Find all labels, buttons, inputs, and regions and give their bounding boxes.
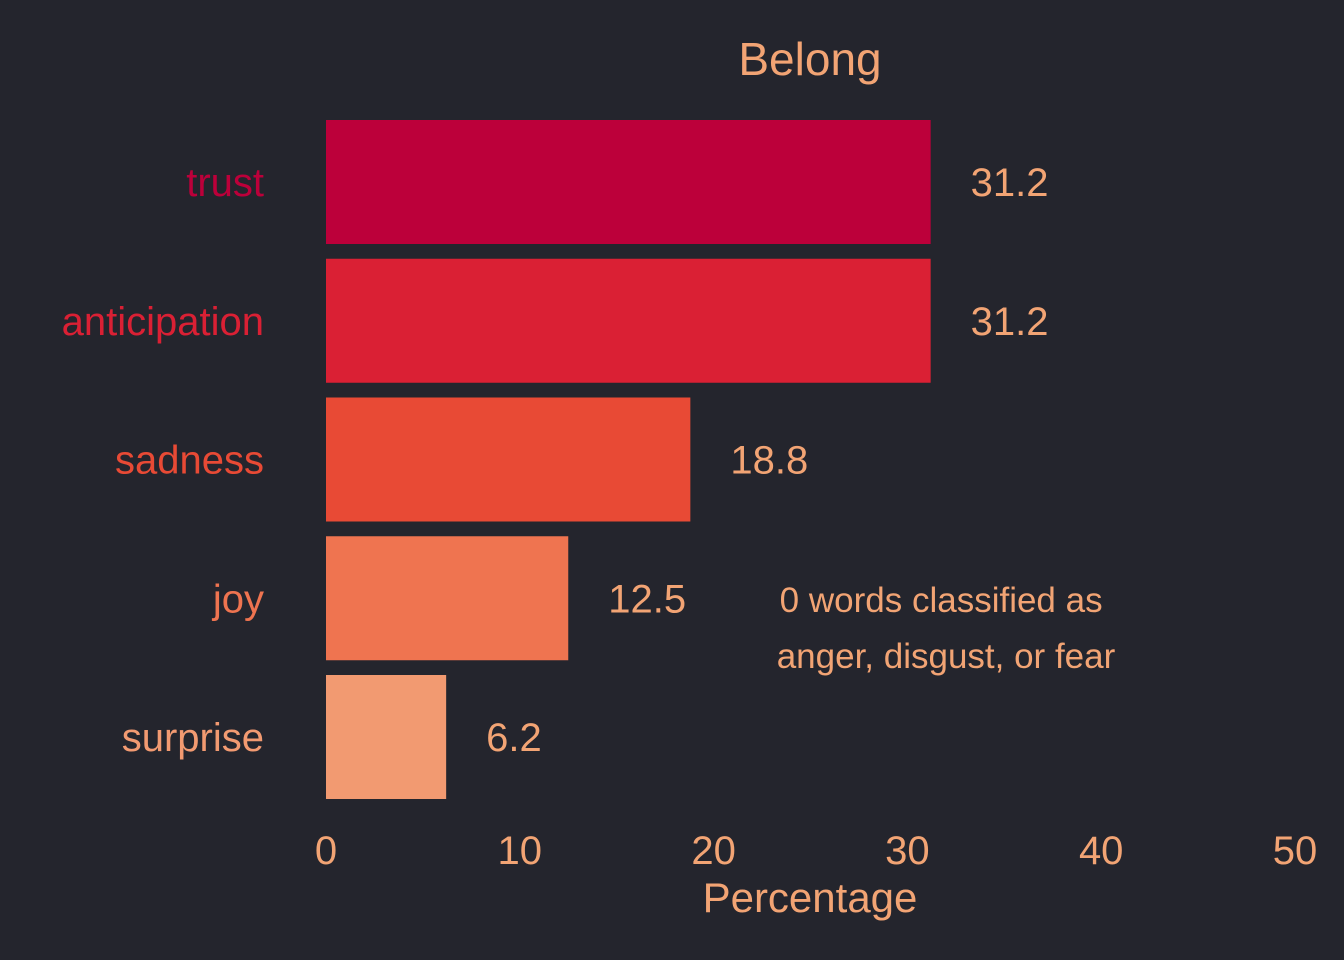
x-tick-label-10: 10 (498, 829, 543, 873)
bar-joy (326, 536, 569, 661)
x-axis-ticks-group: 0 10 20 30 40 50 (315, 829, 1317, 873)
x-tick-label-50: 50 (1273, 829, 1318, 873)
category-label-surprise: surprise (122, 716, 264, 760)
value-label-surprise: 6.2 (486, 716, 542, 760)
zero-count-note-line-2: anger, disgust, or fear (777, 637, 1116, 676)
category-label-joy: joy (212, 577, 264, 621)
x-axis-title: Percentage (703, 874, 918, 921)
bar-anticipation (326, 258, 931, 383)
category-label-anticipation: anticipation (62, 300, 264, 344)
bar-surprise (326, 675, 447, 799)
value-labels-group: 31.2 31.2 18.8 12.5 6.2 (486, 161, 1048, 760)
x-tick-label-30: 30 (885, 829, 930, 873)
value-label-joy: 12.5 (608, 577, 686, 621)
value-label-trust: 31.2 (971, 161, 1049, 205)
x-tick-label-20: 20 (691, 829, 736, 873)
bars-group (326, 120, 931, 799)
category-label-sadness: sadness (115, 439, 264, 483)
x-tick-label-0: 0 (315, 829, 337, 873)
value-label-sadness: 18.8 (730, 439, 808, 483)
category-labels-group: trust anticipation sadness joy surprise (62, 161, 264, 760)
value-label-anticipation: 31.2 (971, 300, 1049, 344)
category-label-trust: trust (186, 161, 264, 205)
zero-count-note: 0 words classified as anger, disgust, or… (777, 581, 1116, 676)
chart-title: Belong (738, 33, 881, 85)
bar-sadness (326, 397, 691, 522)
zero-count-note-line-1: 0 words classified as (780, 581, 1103, 620)
x-tick-label-40: 40 (1079, 829, 1124, 873)
bar-trust (326, 120, 931, 244)
